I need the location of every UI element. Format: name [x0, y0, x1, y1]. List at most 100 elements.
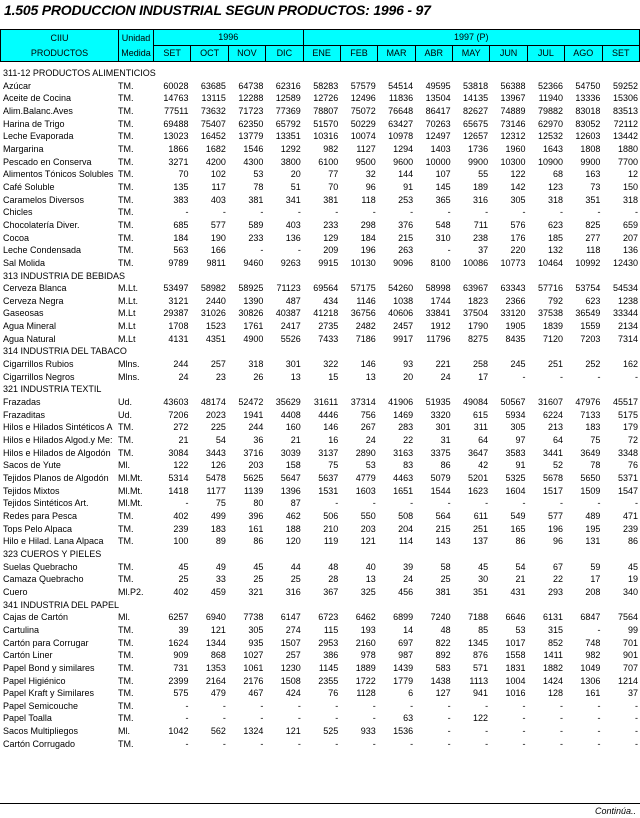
unit: TM. — [118, 131, 134, 142]
value-cell: 120 — [285, 536, 301, 547]
value-cell: 126 — [210, 460, 226, 471]
month-header: NOV — [227, 45, 267, 62]
value-cell: - — [185, 713, 189, 724]
value-cell: 3441 — [542, 447, 563, 458]
value-cell: 13 — [290, 371, 301, 382]
value-cell: 48174 — [200, 397, 226, 408]
value-cell: 41218 — [313, 308, 339, 319]
value-cell: 78 — [253, 181, 264, 192]
value-cell: - — [559, 498, 563, 509]
value-cell: 2953 — [318, 637, 339, 648]
value-cell: 7188 — [468, 612, 489, 623]
value-cell: 982 — [323, 143, 339, 154]
value-cell: 1438 — [430, 675, 451, 686]
table-row: Tejidos Planos de Algodón Ml.Mt. 5314 5478 5… — [0, 472, 640, 485]
value-cell: 10900 — [537, 156, 563, 167]
value-cell: 1866 — [168, 143, 189, 154]
value-cell: 1145 — [318, 662, 339, 673]
value-cell: 982 — [585, 650, 601, 661]
value-cell: 1823 — [468, 295, 489, 306]
value-cell: 1544 — [430, 485, 451, 496]
value-cell: 5637 — [318, 473, 339, 483]
value-cell: 3649 — [580, 447, 601, 458]
value-cell: - — [597, 726, 601, 737]
table-row: Cartón para Corrugar TM. 1624 1344 935 1507 29… — [0, 637, 640, 650]
month-header: MAY — [451, 45, 491, 62]
value-cell: 1722 — [355, 675, 376, 686]
value-cell: 77369 — [275, 105, 301, 116]
value-cell: 2355 — [318, 675, 339, 686]
value-cell: - — [485, 207, 489, 218]
value-cell: 1306 — [580, 675, 601, 686]
product-name: Chocolatería Diver. — [3, 219, 80, 230]
value-cell: 10992 — [575, 257, 601, 268]
month-header: FEB — [339, 45, 379, 62]
value-cell: 45 — [478, 561, 489, 572]
table-row: Frazadas Ud. 43603 48174 52472 35629 31611 3731… — [0, 396, 640, 409]
value-cell: 351 — [473, 586, 489, 597]
product-name: Tejidos Planos de Algodón — [3, 473, 109, 483]
value-cell: 562 — [210, 726, 226, 737]
value-cell: 7564 — [617, 612, 638, 623]
value-cell: 1139 — [244, 485, 264, 496]
value-cell: 30826 — [238, 308, 264, 319]
value-cell: 137 — [473, 536, 489, 547]
unit: TM. — [118, 561, 134, 572]
value-cell: 6723 — [318, 612, 339, 623]
value-cell: 33344 — [612, 308, 638, 319]
value-cell: 4779 — [355, 473, 376, 483]
value-cell: 933 — [360, 726, 376, 737]
value-cell: 623 — [547, 219, 563, 230]
value-cell: 75 — [590, 435, 601, 446]
value-cell: 20 — [403, 371, 414, 382]
value-cell: - — [260, 738, 264, 749]
value-cell: 10978 — [388, 131, 414, 142]
value-cell: 183 — [585, 422, 601, 433]
value-cell: 203 — [360, 523, 376, 534]
value-cell: 1889 — [355, 662, 376, 673]
value-cell: 76 — [627, 460, 638, 471]
value-cell: 13779 — [238, 131, 264, 142]
value-cell: 70 — [178, 169, 189, 180]
value-cell: 75072 — [350, 105, 376, 116]
value-cell: 3121 — [168, 295, 189, 306]
value-cell: - — [559, 738, 563, 749]
unidad-label: Unidad — [121, 32, 151, 43]
product-name: Camaza Quebracho — [3, 574, 84, 585]
table-row: Suelas Quebracho TM. 45 49 45 44 48 40 39 58 45 54 6… — [0, 561, 640, 574]
value-cell: 64738 — [238, 80, 264, 91]
value-cell: 63685 — [200, 80, 226, 91]
value-cell: 4446 — [318, 409, 339, 420]
value-cell: - — [260, 713, 264, 724]
value-cell: 244 — [248, 422, 264, 433]
value-cell: 479 — [210, 688, 226, 699]
unit: TM. — [118, 637, 134, 648]
value-cell: 1344 — [205, 637, 226, 648]
value-cell: 89 — [215, 536, 226, 547]
value-cell: 162 — [622, 359, 638, 370]
value-cell: 1038 — [393, 295, 414, 306]
value-cell: 33 — [215, 574, 226, 585]
month-header: OCT — [190, 45, 229, 62]
value-cell: 13504 — [425, 93, 451, 104]
value-cell: 14763 — [163, 93, 189, 104]
value-cell: 489 — [585, 510, 601, 521]
value-cell: 25 — [290, 574, 301, 585]
medida-label: Medida — [121, 47, 151, 58]
value-cell: 305 — [248, 624, 264, 635]
product-name: Tejidos Mixtos — [3, 485, 60, 496]
value-cell: 36549 — [575, 308, 601, 319]
value-cell: 36756 — [350, 308, 376, 319]
value-cell: 102 — [210, 169, 226, 180]
value-cell: 64 — [478, 435, 489, 446]
value-cell: 1882 — [542, 662, 563, 673]
value-cell: - — [222, 738, 226, 749]
month-header: AGO — [564, 45, 603, 62]
table-row: Alim.Balanc.Aves TM. 77511 73632 71723 77369 7… — [0, 105, 640, 118]
value-cell: 1004 — [505, 675, 526, 686]
product-name: Sacos de Yute — [3, 460, 61, 471]
value-cell: 1324 — [243, 726, 264, 737]
value-cell: 6462 — [355, 612, 376, 623]
value-cell: 165 — [510, 523, 526, 534]
value-cell: 1643 — [542, 143, 563, 154]
